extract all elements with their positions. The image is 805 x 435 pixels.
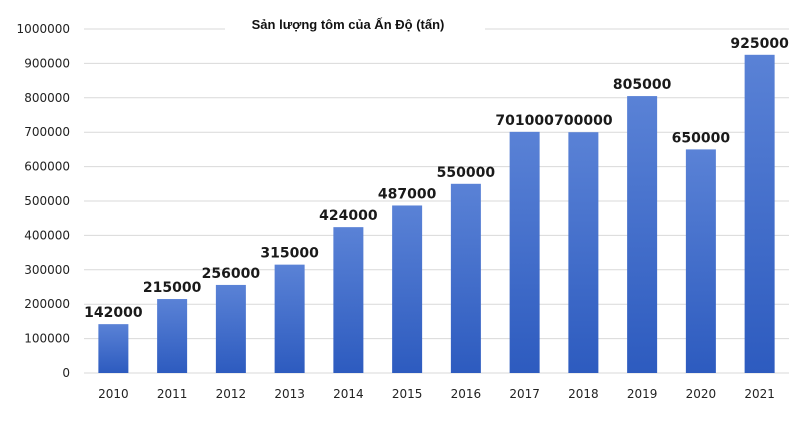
- data-label-2010: 142000: [84, 305, 143, 321]
- data-label-2016: 550000: [437, 165, 496, 181]
- title-background: [225, 12, 485, 36]
- y-tick-label: 300000: [24, 263, 70, 277]
- bar-2021: [744, 54, 775, 374]
- bar-2019: [627, 96, 658, 373]
- data-label-2012: 256000: [202, 266, 261, 282]
- data-label-2017: 701000: [495, 113, 554, 129]
- data-label-2015: 487000: [378, 186, 437, 202]
- bar-2011: [157, 299, 188, 373]
- x-tick-label: 2010: [98, 387, 129, 401]
- bars: [98, 54, 775, 374]
- y-tick-label: 0: [62, 366, 70, 380]
- bar-2014: [333, 227, 364, 373]
- y-tick-label: 100000: [24, 332, 70, 346]
- bar-2015: [392, 205, 423, 373]
- bar-2013: [274, 264, 305, 373]
- data-label-2014: 424000: [319, 208, 378, 224]
- x-tick-label: 2012: [216, 387, 247, 401]
- x-tick-label: 2013: [274, 387, 305, 401]
- data-label-2019: 805000: [613, 77, 672, 93]
- chart-title: Sản lượng tôm của Ấn Độ (tấn): [252, 17, 445, 32]
- data-label-2018: 700000: [554, 113, 613, 129]
- y-tick-label: 600000: [24, 160, 70, 174]
- y-tick-label: 1000000: [17, 22, 70, 36]
- bar-2016: [450, 183, 481, 373]
- x-axis-ticks: 2010 2011 2012 2013 2014 2015 2016 2017 2018 2019…: [98, 387, 775, 401]
- gridlines: [84, 28, 789, 374]
- x-tick-label: 2021: [744, 387, 775, 401]
- x-tick-label: 2016: [451, 387, 482, 401]
- x-tick-label: 2020: [686, 387, 717, 401]
- y-tick-label: 900000: [24, 56, 70, 70]
- x-tick-label: 2015: [392, 387, 423, 401]
- bar-2017: [509, 131, 540, 373]
- y-tick-label: 800000: [24, 91, 70, 105]
- bar-2010: [98, 324, 129, 373]
- y-tick-label: 200000: [24, 297, 70, 311]
- x-tick-label: 2019: [627, 387, 658, 401]
- x-tick-label: 2011: [157, 387, 188, 401]
- y-tick-label: 500000: [24, 194, 70, 208]
- y-tick-label: 400000: [24, 228, 70, 242]
- bar-2020: [685, 149, 716, 373]
- x-tick-label: 2014: [333, 387, 364, 401]
- x-tick-label: 2018: [568, 387, 599, 401]
- data-label-2013: 315000: [260, 246, 319, 262]
- x-tick-label: 2017: [509, 387, 540, 401]
- bar-2012: [215, 284, 246, 373]
- y-axis-ticks: 0 100000 200000 300000 400000 500000 600000 700…: [17, 22, 70, 380]
- data-label-2011: 215000: [143, 280, 202, 296]
- y-tick-label: 700000: [24, 125, 70, 139]
- data-label-2020: 650000: [672, 130, 731, 146]
- bar-2018: [568, 132, 599, 373]
- data-label-2021: 925000: [730, 36, 789, 52]
